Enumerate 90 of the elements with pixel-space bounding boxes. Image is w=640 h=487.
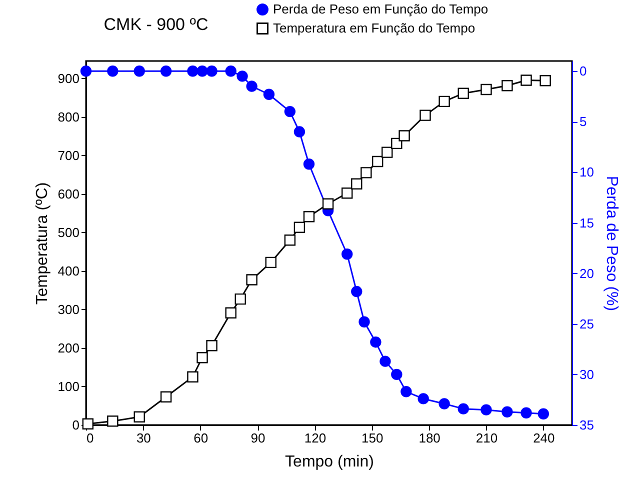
point	[502, 406, 513, 418]
point	[234, 293, 246, 305]
y2-axis-title: Perda de Peso (%)	[602, 176, 620, 312]
point	[82, 418, 94, 430]
y-tick-label: 800	[58, 109, 80, 124]
y2-tick-label: 10	[580, 164, 594, 180]
point	[294, 126, 306, 138]
point	[294, 222, 306, 233]
chart-title: CMK - 900 ºC	[104, 15, 208, 34]
point	[351, 286, 362, 298]
point	[382, 146, 393, 158]
y-tick-label: 600	[58, 186, 80, 202]
point	[263, 88, 275, 100]
point	[540, 75, 551, 86]
point	[438, 398, 450, 410]
point	[303, 211, 315, 222]
x-tick-label: 150	[362, 430, 384, 446]
point	[391, 138, 402, 150]
point	[196, 66, 208, 77]
y2-tick-label: 30	[580, 366, 594, 382]
point	[438, 96, 450, 108]
legend-label: Temperatura em Função do Tempo	[273, 20, 476, 36]
point	[360, 167, 372, 178]
point	[398, 130, 410, 142]
point	[370, 336, 382, 348]
point	[134, 411, 145, 423]
point	[160, 66, 172, 77]
point	[236, 70, 248, 82]
y-tick-label: 300	[58, 302, 80, 317]
point	[206, 340, 218, 352]
y2-tick-label: 5	[580, 114, 587, 130]
x-tick-label: 120	[304, 430, 326, 446]
x-tick-label: 240	[533, 430, 555, 446]
y-tick-label: 500	[58, 224, 80, 240]
point	[418, 393, 429, 404]
x-tick-label: 90	[250, 430, 266, 446]
point	[480, 404, 492, 416]
point	[284, 106, 296, 118]
y2-tick-label: 35	[580, 418, 594, 432]
point	[196, 352, 208, 364]
point	[225, 66, 236, 77]
point	[246, 274, 258, 286]
x-tick-label: 30	[136, 430, 151, 446]
point	[187, 371, 198, 382]
point	[134, 66, 145, 77]
y-tick-label: 100	[58, 378, 80, 394]
y-tick-label: 200	[58, 340, 80, 356]
point	[458, 403, 469, 414]
y2-tick-label: 0	[580, 64, 587, 79]
point	[303, 158, 315, 170]
point	[160, 391, 172, 402]
legend-label: Perda de Peso em Função do Tempo	[273, 2, 488, 16]
x-tick-label: 210	[476, 430, 498, 446]
point	[480, 84, 492, 96]
y-tick-label: 700	[58, 148, 80, 163]
x-axis-title: Tempo (min)	[285, 454, 374, 470]
point	[372, 156, 384, 168]
point	[342, 248, 353, 260]
y2-tick-label: 15	[580, 215, 594, 230]
point	[520, 74, 532, 86]
y2-tick-label: 25	[580, 316, 594, 332]
y-tick-label: 900	[58, 70, 80, 86]
point	[502, 80, 513, 92]
point	[187, 66, 198, 77]
point	[538, 408, 550, 420]
point	[107, 416, 118, 427]
x-tick-label: 0	[86, 430, 94, 446]
point	[225, 307, 236, 319]
point	[458, 88, 469, 99]
y-tick-label: 0	[72, 418, 80, 432]
point	[284, 234, 296, 246]
point	[400, 386, 412, 398]
y-axis-title: Temperatura (ºC)	[34, 182, 51, 305]
point	[358, 316, 370, 328]
point	[342, 188, 353, 199]
point	[107, 66, 118, 77]
y-tick-label: 400	[58, 263, 80, 278]
point	[80, 66, 92, 77]
y2-tick-label: 20	[580, 266, 594, 281]
x-tick-label: 60	[194, 430, 208, 446]
point	[420, 110, 431, 121]
x-tick-label: 180	[418, 430, 440, 446]
point	[265, 256, 276, 268]
point	[206, 66, 218, 77]
point	[351, 178, 362, 190]
point	[246, 80, 258, 92]
point	[391, 368, 402, 380]
point	[380, 356, 391, 367]
point	[520, 407, 532, 418]
point	[322, 198, 334, 210]
